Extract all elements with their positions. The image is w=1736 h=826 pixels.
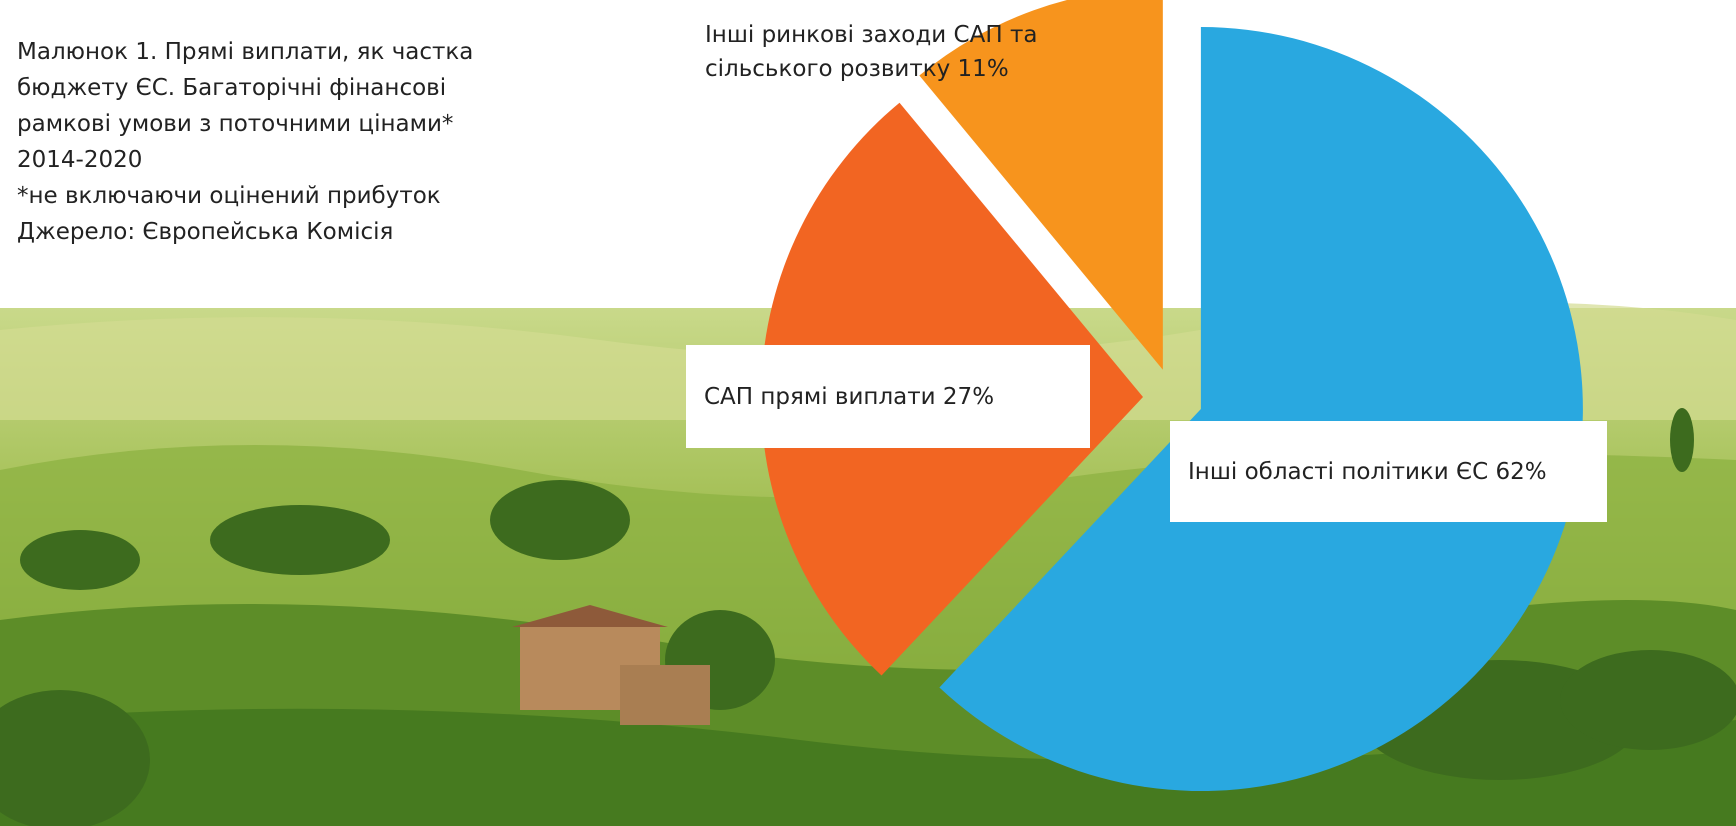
page: Малюнок 1. Прямі виплати, як частка бюдж… <box>0 0 1736 826</box>
source: Джерело: Європейська Комісія <box>17 214 473 250</box>
title-block: Малюнок 1. Прямі виплати, як частка бюдж… <box>17 34 473 250</box>
chart-title-line: бюджету ЄС. Багаторічні фінансові <box>17 70 473 106</box>
slice-label: САП прямі виплати 27% <box>686 345 1090 448</box>
chart-title-line: 2014-2020 <box>17 142 473 178</box>
slice-label: Інші ринкові заходи САП та сільського ро… <box>705 18 1065 86</box>
category-label: САП прямі виплати <box>704 384 936 410</box>
chart-title-line: Малюнок 1. Прямі виплати, як частка <box>17 34 473 70</box>
slice-label-text: Інші ринкові заходи САП та сільського ро… <box>705 18 1065 86</box>
value-label: 11% <box>958 56 1009 82</box>
category-label: Інші області політики ЄС <box>1188 459 1488 485</box>
chart-title-line: рамкові умови з поточними цінами* <box>17 106 473 142</box>
slice-label-text: Інші області політики ЄС 62% <box>1188 455 1547 489</box>
slice-label-text: САП прямі виплати 27% <box>704 380 994 414</box>
slice-label: Інші області політики ЄС 62% <box>1170 421 1607 522</box>
value-label: 62% <box>1496 459 1547 485</box>
value-label: 27% <box>943 384 994 410</box>
note: *не включаючи оцінений прибуток <box>17 178 473 214</box>
